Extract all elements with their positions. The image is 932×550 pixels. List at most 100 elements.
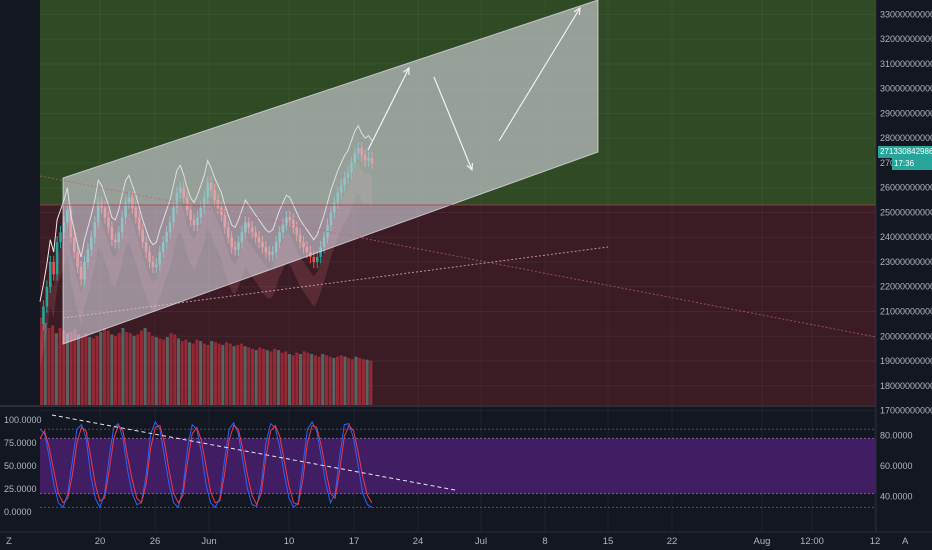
- volume-bar: [291, 355, 295, 406]
- volume-bar: [299, 354, 303, 406]
- price-tick-label: 2300000000000: [880, 257, 932, 267]
- volume-bar: [306, 352, 310, 406]
- volume-bar: [143, 328, 147, 406]
- volume-bar: [136, 334, 140, 406]
- volume-bar: [321, 354, 325, 406]
- volume-bar: [65, 333, 69, 406]
- time-tick-label: Aug: [754, 536, 771, 547]
- volume-bar: [95, 335, 99, 406]
- volume-bar: [354, 356, 358, 406]
- volume-bar: [51, 325, 55, 406]
- time-tick-label: 17: [349, 536, 360, 547]
- volume-bar: [80, 335, 84, 406]
- volume-bar: [358, 357, 362, 406]
- stoch-rsi-pane[interactable]: [39, 414, 876, 509]
- volume-bar: [147, 331, 151, 406]
- price-axis-background: [876, 0, 932, 406]
- volume-bar: [62, 330, 66, 406]
- price-tick-label: 2900000000000: [880, 108, 932, 118]
- stoch-left-tick-label: 50.0000: [4, 461, 37, 471]
- volume-bar: [88, 337, 92, 406]
- price-tick-label: 2600000000000: [880, 183, 932, 193]
- auto-scale-button[interactable]: A: [902, 536, 909, 547]
- volume-bar: [310, 354, 314, 406]
- volume-bar: [188, 342, 192, 406]
- volume-bar: [132, 335, 136, 406]
- volume-bar: [313, 355, 317, 406]
- price-tick-label: 2200000000000: [880, 282, 932, 292]
- price-pane[interactable]: [39, 0, 877, 532]
- stoch-series-line: [39, 420, 373, 509]
- ascending-channel[interactable]: [62, 0, 599, 345]
- volume-bar: [176, 338, 180, 406]
- volume-bar: [210, 341, 214, 406]
- volume-bar: [339, 355, 343, 406]
- volume-bar: [258, 347, 262, 406]
- stoch-left-tick-label: 0.0000: [4, 507, 32, 517]
- volume-bar: [106, 330, 110, 406]
- candle-body: [45, 286, 49, 307]
- volume-bar: [273, 348, 277, 406]
- volume-bar: [250, 348, 254, 406]
- volume-bar: [139, 330, 143, 406]
- time-tick-label: 12: [870, 536, 881, 547]
- price-tick-label: 3000000000000: [880, 84, 932, 94]
- price-tick-label: 2500000000000: [880, 207, 932, 217]
- volume-bar: [302, 351, 306, 406]
- stoch-band: [40, 438, 876, 494]
- price-tick-label: 3100000000000: [880, 59, 932, 69]
- volume-bar: [165, 337, 169, 406]
- volume-bar: [265, 350, 269, 406]
- volume-bar: [40, 317, 44, 406]
- time-tick-label: Jul: [475, 536, 487, 547]
- time-axis[interactable]: 20 26 Jun 10 17 24 Jul 8 15 22 Aug 12:00 12: [95, 536, 881, 547]
- candle-body: [315, 257, 319, 262]
- volume-bar: [295, 352, 299, 406]
- volume-bar: [350, 359, 354, 406]
- volume-bar: [236, 344, 240, 406]
- volume-bar: [361, 359, 365, 406]
- scale-toggle-icon[interactable]: Z: [6, 536, 12, 547]
- forecast-arrow-down: [433, 76, 473, 171]
- volume-bar: [184, 339, 188, 406]
- time-tick-label: Jun: [201, 536, 216, 547]
- time-tick-label: 24: [413, 536, 424, 547]
- volume-bar: [206, 344, 210, 406]
- bar-countdown-label: 17:36: [892, 158, 932, 170]
- forecast-arrow-up-2: [498, 7, 581, 142]
- time-tick-label: 10: [284, 536, 295, 547]
- stoch-left-tick-label: 100.0000: [4, 415, 42, 425]
- volume-bar: [114, 335, 118, 406]
- volume-bar: [84, 333, 88, 406]
- volume-bar: [324, 355, 328, 406]
- volume-bar: [276, 350, 280, 406]
- volume-bar: [317, 356, 321, 406]
- price-axis[interactable]: 3300000000000 3200000000000 3100000000000 3…: [875, 0, 932, 532]
- price-tick-label: 2400000000000: [880, 232, 932, 242]
- volume-bar: [173, 334, 177, 406]
- volume-bar: [287, 354, 291, 406]
- volume-bar: [58, 328, 62, 406]
- volume-bar: [369, 360, 373, 406]
- volume-bar: [158, 338, 162, 406]
- volume-bar: [69, 331, 73, 406]
- volume-bar: [180, 341, 184, 406]
- candle-body: [59, 232, 62, 243]
- forecast-arrows[interactable]: [367, 6, 581, 172]
- price-tick-label: 3300000000000: [880, 9, 932, 19]
- volume-bars: [40, 317, 373, 406]
- volume-bar: [125, 331, 129, 406]
- candle-body: [312, 257, 316, 262]
- volume-bar: [243, 346, 247, 406]
- stoch-right-axis: 80.0000 60.0000 40.0000: [880, 430, 913, 501]
- volume-bar: [239, 343, 243, 406]
- time-tick-label: 12:00: [800, 536, 824, 547]
- volume-bar: [154, 337, 158, 406]
- stoch-series-line: [39, 424, 373, 506]
- stoch-trendline: [51, 414, 456, 491]
- volume-bar: [247, 347, 251, 406]
- candle-body: [48, 261, 52, 287]
- volume-bar: [221, 344, 225, 406]
- volume-bar: [162, 339, 166, 406]
